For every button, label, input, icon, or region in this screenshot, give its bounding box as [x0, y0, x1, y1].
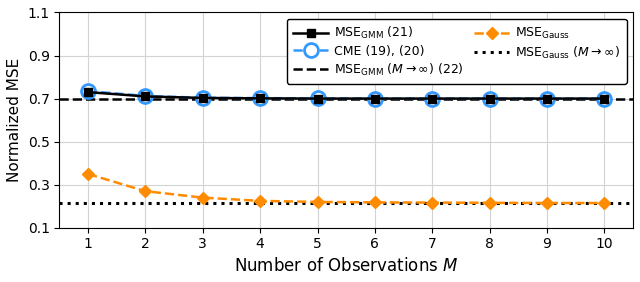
Y-axis label: Normalized MSE: Normalized MSE [7, 58, 22, 182]
Legend: $\mathrm{MSE}_{\mathrm{GMM}}$ (21), CME (19), (20), $\mathrm{MSE}_{\mathrm{GMM}}: $\mathrm{MSE}_{\mathrm{GMM}}$ (21), CME … [287, 19, 627, 84]
X-axis label: Number of Observations $M$: Number of Observations $M$ [234, 257, 458, 275]
